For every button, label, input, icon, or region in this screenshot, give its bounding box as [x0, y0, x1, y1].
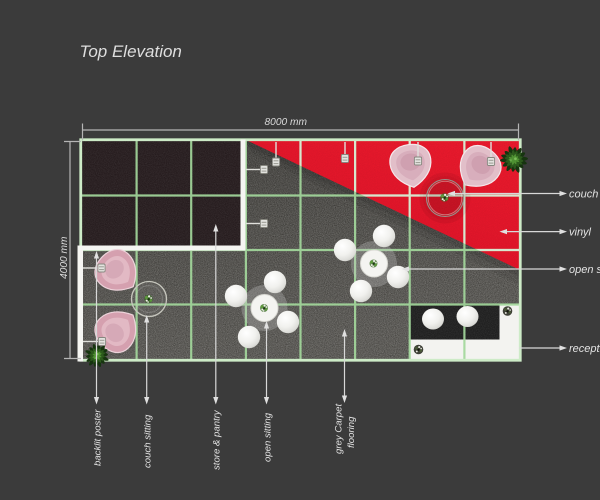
svg-text:8000 mm: 8000 mm	[265, 117, 308, 128]
svg-text:Top Elevation: Top Elevation	[80, 42, 182, 61]
svg-text:open sitting: open sitting	[569, 264, 600, 276]
svg-text:couch sitting: couch sitting	[569, 189, 600, 201]
svg-text:4000 mm: 4000 mm	[59, 236, 70, 279]
svg-text:reception: reception	[569, 343, 600, 355]
svg-text:open sitting: open sitting	[262, 412, 273, 462]
svg-text:flooring: flooring	[346, 416, 357, 448]
svg-text:couch sitting: couch sitting	[143, 414, 154, 468]
svg-text:vinyl: vinyl	[569, 227, 592, 239]
svg-text:backlit poster: backlit poster	[92, 409, 103, 466]
svg-text:grey Carpet: grey Carpet	[334, 404, 345, 454]
svg-text:store & pantry: store & pantry	[212, 409, 223, 470]
